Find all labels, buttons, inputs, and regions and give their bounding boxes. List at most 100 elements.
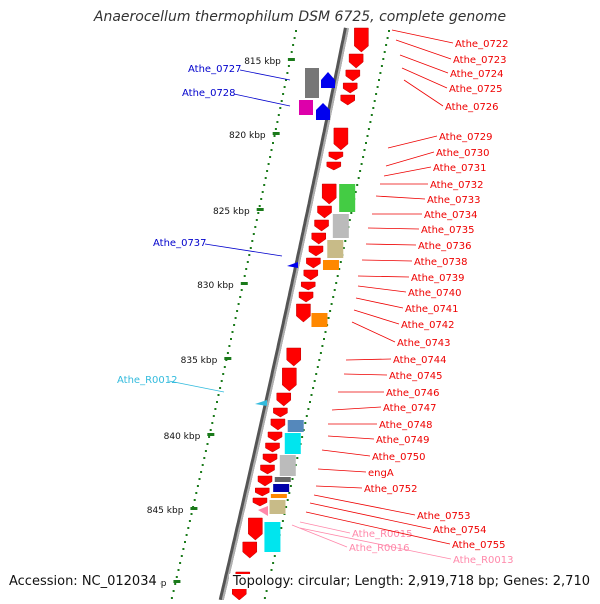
gene-arrow-minus <box>252 497 268 507</box>
gene-label: Athe_0737 <box>153 238 207 249</box>
gene-category-block <box>322 260 339 270</box>
scale-tick-mark <box>272 132 280 135</box>
gene-label: Athe_R0015 <box>352 529 412 540</box>
scale-tick-mark <box>287 58 295 61</box>
gene-arrow-minus <box>262 453 278 464</box>
gene-label: Athe_0746 <box>386 388 440 399</box>
gene-label: Athe_0738 <box>414 257 468 268</box>
gene-category-block <box>299 100 313 115</box>
label-leader-line <box>204 243 283 257</box>
label-leader-line <box>299 527 452 560</box>
gene-category-block <box>284 433 301 454</box>
gene-arrow-minus <box>311 232 327 245</box>
scale-tick-label: 845 kbp <box>147 506 184 516</box>
gene-arrow-minus <box>348 53 364 69</box>
gene-label: Athe_R0016 <box>349 543 409 554</box>
gene-label: Athe_0753 <box>417 511 471 522</box>
label-leader-line <box>239 69 291 81</box>
label-leader-line <box>343 373 388 376</box>
gene-label: Athe_R0013 <box>453 555 513 566</box>
gene-category-block <box>269 500 286 514</box>
genome-backbone-highlight <box>221 27 349 601</box>
gene-arrow-minus <box>340 94 355 106</box>
scale-tick-mark <box>207 433 215 436</box>
label-leader-line <box>403 79 444 107</box>
scale-tick-label: 840 kbp <box>164 432 201 442</box>
label-leader-line <box>305 511 451 545</box>
label-leader-line <box>357 275 410 278</box>
gene-arrow-minus <box>308 245 324 257</box>
gene-arrow-minus <box>342 82 358 94</box>
gene-arrow-minus <box>265 442 280 453</box>
gene-arrow-minus <box>282 367 297 392</box>
label-leader-line <box>345 358 392 361</box>
gene-arrow-minus <box>314 219 329 232</box>
gene-label: Athe_0732 <box>430 180 484 191</box>
label-leader-line <box>291 524 348 548</box>
gene-arrow-minus <box>255 487 270 497</box>
label-leader-line <box>315 485 363 489</box>
gene-arrow-minus <box>354 27 369 53</box>
gene-arrow-minus <box>260 464 275 475</box>
gene-arrow-minus <box>248 517 263 541</box>
gene-category-block <box>332 214 349 238</box>
label-leader-line <box>395 39 452 60</box>
gene-label: Athe_0729 <box>439 132 493 143</box>
scale-tick-mark <box>190 507 198 510</box>
gene-label: Athe_0745 <box>389 371 443 382</box>
scale-tick-label: 820 kbp <box>229 131 266 141</box>
gene-label: Athe_0727 <box>188 64 242 75</box>
gene-label: Athe_0725 <box>449 84 503 95</box>
label-leader-line <box>361 259 413 262</box>
gene-category-block <box>327 240 344 258</box>
gene-arrow-minus <box>270 418 286 431</box>
gene-category-block <box>279 455 296 476</box>
gene-arrow-minus <box>333 127 349 151</box>
gene-label: Athe_0742 <box>401 320 455 331</box>
scale-tick-label: 825 kbp <box>213 207 250 217</box>
gene-arrow-minus <box>326 161 342 171</box>
gene-arrow-minus <box>321 183 337 205</box>
gene-label: Athe_0747 <box>383 403 437 414</box>
gene-arrow-minus <box>273 407 288 418</box>
label-leader-line <box>309 502 432 530</box>
label-leader-line <box>399 54 449 74</box>
gene-label: Athe_0744 <box>393 355 447 366</box>
label-leader-line <box>357 285 407 293</box>
page-title: Anaerocellum thermophilum DSM 6725, comp… <box>93 9 507 25</box>
label-leader-line <box>375 195 426 200</box>
gene-label: Athe_0734 <box>424 210 478 221</box>
scale-tick-mark <box>256 208 264 211</box>
gene-label: Athe_0723 <box>453 55 507 66</box>
label-leader-line <box>383 166 432 177</box>
gene-label: Athe_0740 <box>408 288 462 299</box>
gene-arrow-minus <box>296 303 311 323</box>
gene-arrow-minus <box>328 151 344 161</box>
gene-label: Athe_0731 <box>433 163 487 174</box>
label-leader-line <box>313 494 416 516</box>
gene-category-block <box>274 477 291 482</box>
gene-label: Athe_0733 <box>427 195 481 206</box>
gene-arrow-plus <box>287 262 298 268</box>
gene-category-block <box>287 420 304 432</box>
gene-arrow-plus <box>316 103 330 120</box>
label-leader-line <box>299 521 351 534</box>
gene-arrow-minus <box>298 291 314 303</box>
gene-label: Athe_0750 <box>372 452 426 463</box>
label-leader-line <box>168 380 225 393</box>
gene-arrow-minus <box>317 205 332 219</box>
gene-arrow-minus <box>286 347 302 367</box>
gene-label: Athe_0755 <box>452 540 506 551</box>
label-leader-line <box>321 449 371 457</box>
scale-tick-label: 815 kbp <box>244 57 281 67</box>
label-leader-line <box>387 135 438 149</box>
topology-text: Topology: circular; Length: 2,919,718 bp… <box>228 574 590 589</box>
label-leader-line <box>331 406 382 411</box>
gene-arrow-minus <box>300 281 316 291</box>
gene-label: Athe_0743 <box>397 338 451 349</box>
gene-label: Athe_0722 <box>455 39 509 50</box>
gene-arrow-minus <box>257 475 273 487</box>
accession-text: Accession: NC_012034 <box>9 574 160 589</box>
